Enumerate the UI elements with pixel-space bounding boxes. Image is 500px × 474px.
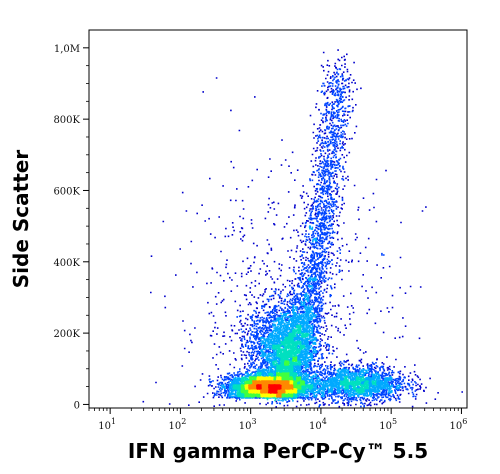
- x-tick-label: 105: [379, 417, 397, 432]
- y-axis-ticks: 0 200K 400K 600K 800K 1,0M: [53, 44, 89, 411]
- x-tick-label: 104: [309, 417, 327, 432]
- x-tick-label: 106: [450, 417, 468, 432]
- y-tick-label: 600K: [53, 186, 80, 197]
- density-level-7-dots: [256, 384, 282, 394]
- density-level-1-dots: [208, 68, 417, 408]
- density-level-2-dots: [220, 225, 401, 402]
- y-tick-label: 200K: [53, 329, 80, 340]
- x-tick-label: 102: [168, 417, 186, 432]
- x-axis-title: IFN gamma PerCP-Cy™ 5.5: [128, 439, 428, 463]
- x-axis-ticks: 101 102 103 104 105 106: [88, 408, 468, 432]
- y-tick-label: 800K: [53, 115, 80, 126]
- x-tick-label: 103: [239, 417, 257, 432]
- x-tick-label: 101: [98, 417, 116, 432]
- y-axis-title: Side Scatter: [9, 150, 33, 289]
- y-tick-label: 400K: [53, 258, 80, 269]
- plot-frame: [88, 29, 468, 409]
- y-tick-label: 0: [74, 400, 80, 411]
- dot-cloud: [142, 49, 463, 408]
- density-level-3-dots: [232, 324, 377, 402]
- y-tick-label: 1,0M: [54, 44, 80, 55]
